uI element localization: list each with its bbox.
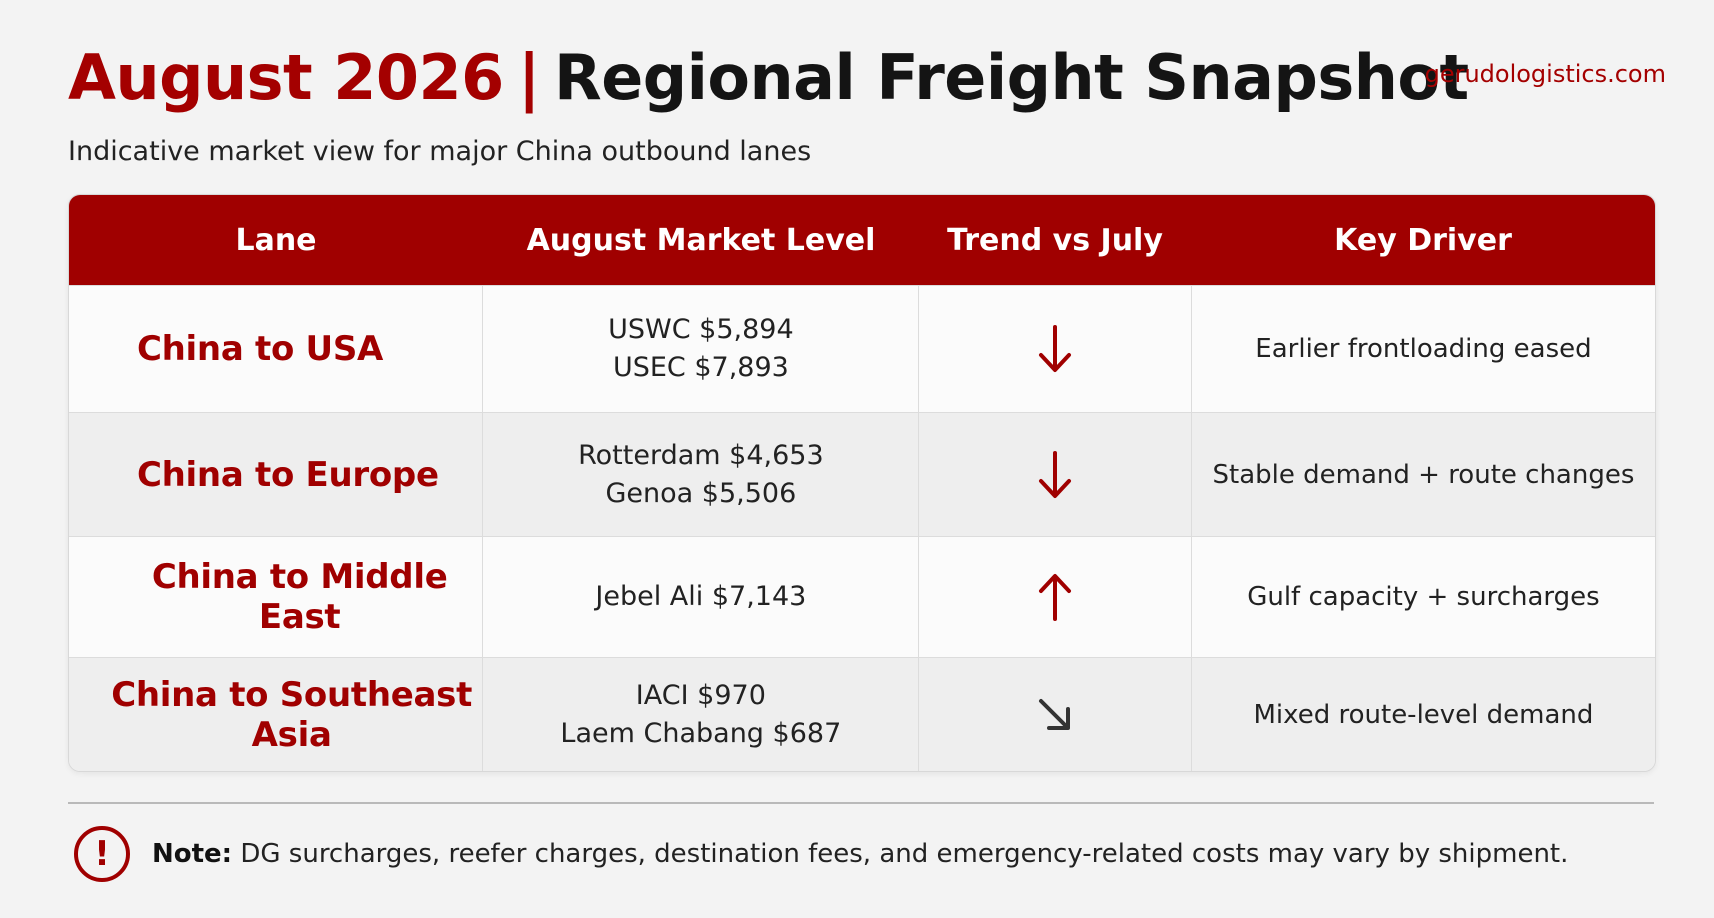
freight-table: Lane August Market Level Trend vs July K…: [68, 194, 1656, 772]
trend-cell: [918, 658, 1190, 771]
table-row: China to USA USWC $5,894 USEC $7,893 Ear…: [69, 285, 1655, 412]
market-level-value: Genoa $5,506: [605, 477, 797, 509]
lane-cell: China to USA: [137, 329, 384, 369]
table-row: China to Southeast Asia IACI $970 Laem C…: [69, 657, 1655, 771]
column-header-market-level: August Market Level: [526, 222, 876, 258]
trend-cell: [918, 413, 1190, 536]
market-level-cell: Rotterdam $4,653 Genoa $5,506: [482, 413, 918, 536]
subtitle: Indicative market view for major China o…: [68, 136, 812, 167]
driver-cell: Earlier frontloading eased: [1190, 286, 1655, 412]
note-label: Note:: [152, 839, 233, 869]
trend-cell: [918, 537, 1190, 657]
market-level-cell: IACI $970 Laem Chabang $687: [482, 658, 918, 771]
market-level-value: IACI $970: [635, 680, 766, 711]
column-header-driver: Key Driver: [1334, 222, 1512, 258]
market-level-value: USWC $5,894: [608, 314, 794, 345]
driver-cell: Stable demand + route changes: [1190, 413, 1655, 536]
arrow-down-icon: [1039, 450, 1072, 498]
driver-cell: Gulf capacity + surcharges: [1190, 537, 1655, 657]
note-text: Note: DG surcharges, reefer charges, des…: [152, 839, 1568, 869]
driver-cell: Mixed route-level demand: [1190, 658, 1655, 771]
market-level-cell: USWC $5,894 USEC $7,893: [482, 286, 918, 412]
table-row: China to Europe Rotterdam $4,653 Genoa $…: [69, 412, 1655, 536]
market-level-cell: Jebel Ali $7,143: [482, 537, 918, 657]
trend-cell: [918, 286, 1190, 412]
title-separator: |: [517, 41, 541, 114]
market-level-value: Jebel Ali $7,143: [595, 581, 807, 612]
note: ! Note: DG surcharges, reefer charges, d…: [74, 822, 1568, 886]
column-header-trend: Trend vs July: [947, 222, 1163, 258]
market-level-value: USEC $7,893: [612, 352, 789, 383]
lane-cell: China to Middle East: [151, 557, 448, 637]
arrow-up-icon: [1039, 574, 1072, 621]
page-title: August 2026 | Regional Freight Snapshot: [68, 38, 1469, 118]
table-row: China to Middle East Jebel Ali $7,143 Gu…: [69, 536, 1655, 657]
arrow-down-icon: [1039, 325, 1072, 372]
website-link[interactable]: gerudologistics.com: [1424, 60, 1666, 88]
market-level-value: Rotterdam $4,653: [578, 439, 824, 471]
header: August 2026 | Regional Freight Snapshot ge…: [68, 38, 1666, 118]
table-header: Lane August Market Level Trend vs July K…: [69, 195, 1655, 285]
note-body: DG surcharges, reefer charges, destinati…: [240, 839, 1569, 869]
title-main: Regional Freight Snapshot: [553, 41, 1469, 114]
exclamation-circle-icon: !: [74, 826, 130, 882]
lane-cell: China to Europe: [137, 454, 439, 495]
lane-cell: China to Southeast Asia: [111, 675, 473, 755]
column-header-lane: Lane: [235, 222, 317, 258]
title-month: August 2026: [68, 41, 504, 114]
arrow-down-right-icon: [1039, 699, 1071, 730]
market-level-value: Laem Chabang $687: [560, 718, 842, 749]
divider: [68, 802, 1654, 804]
